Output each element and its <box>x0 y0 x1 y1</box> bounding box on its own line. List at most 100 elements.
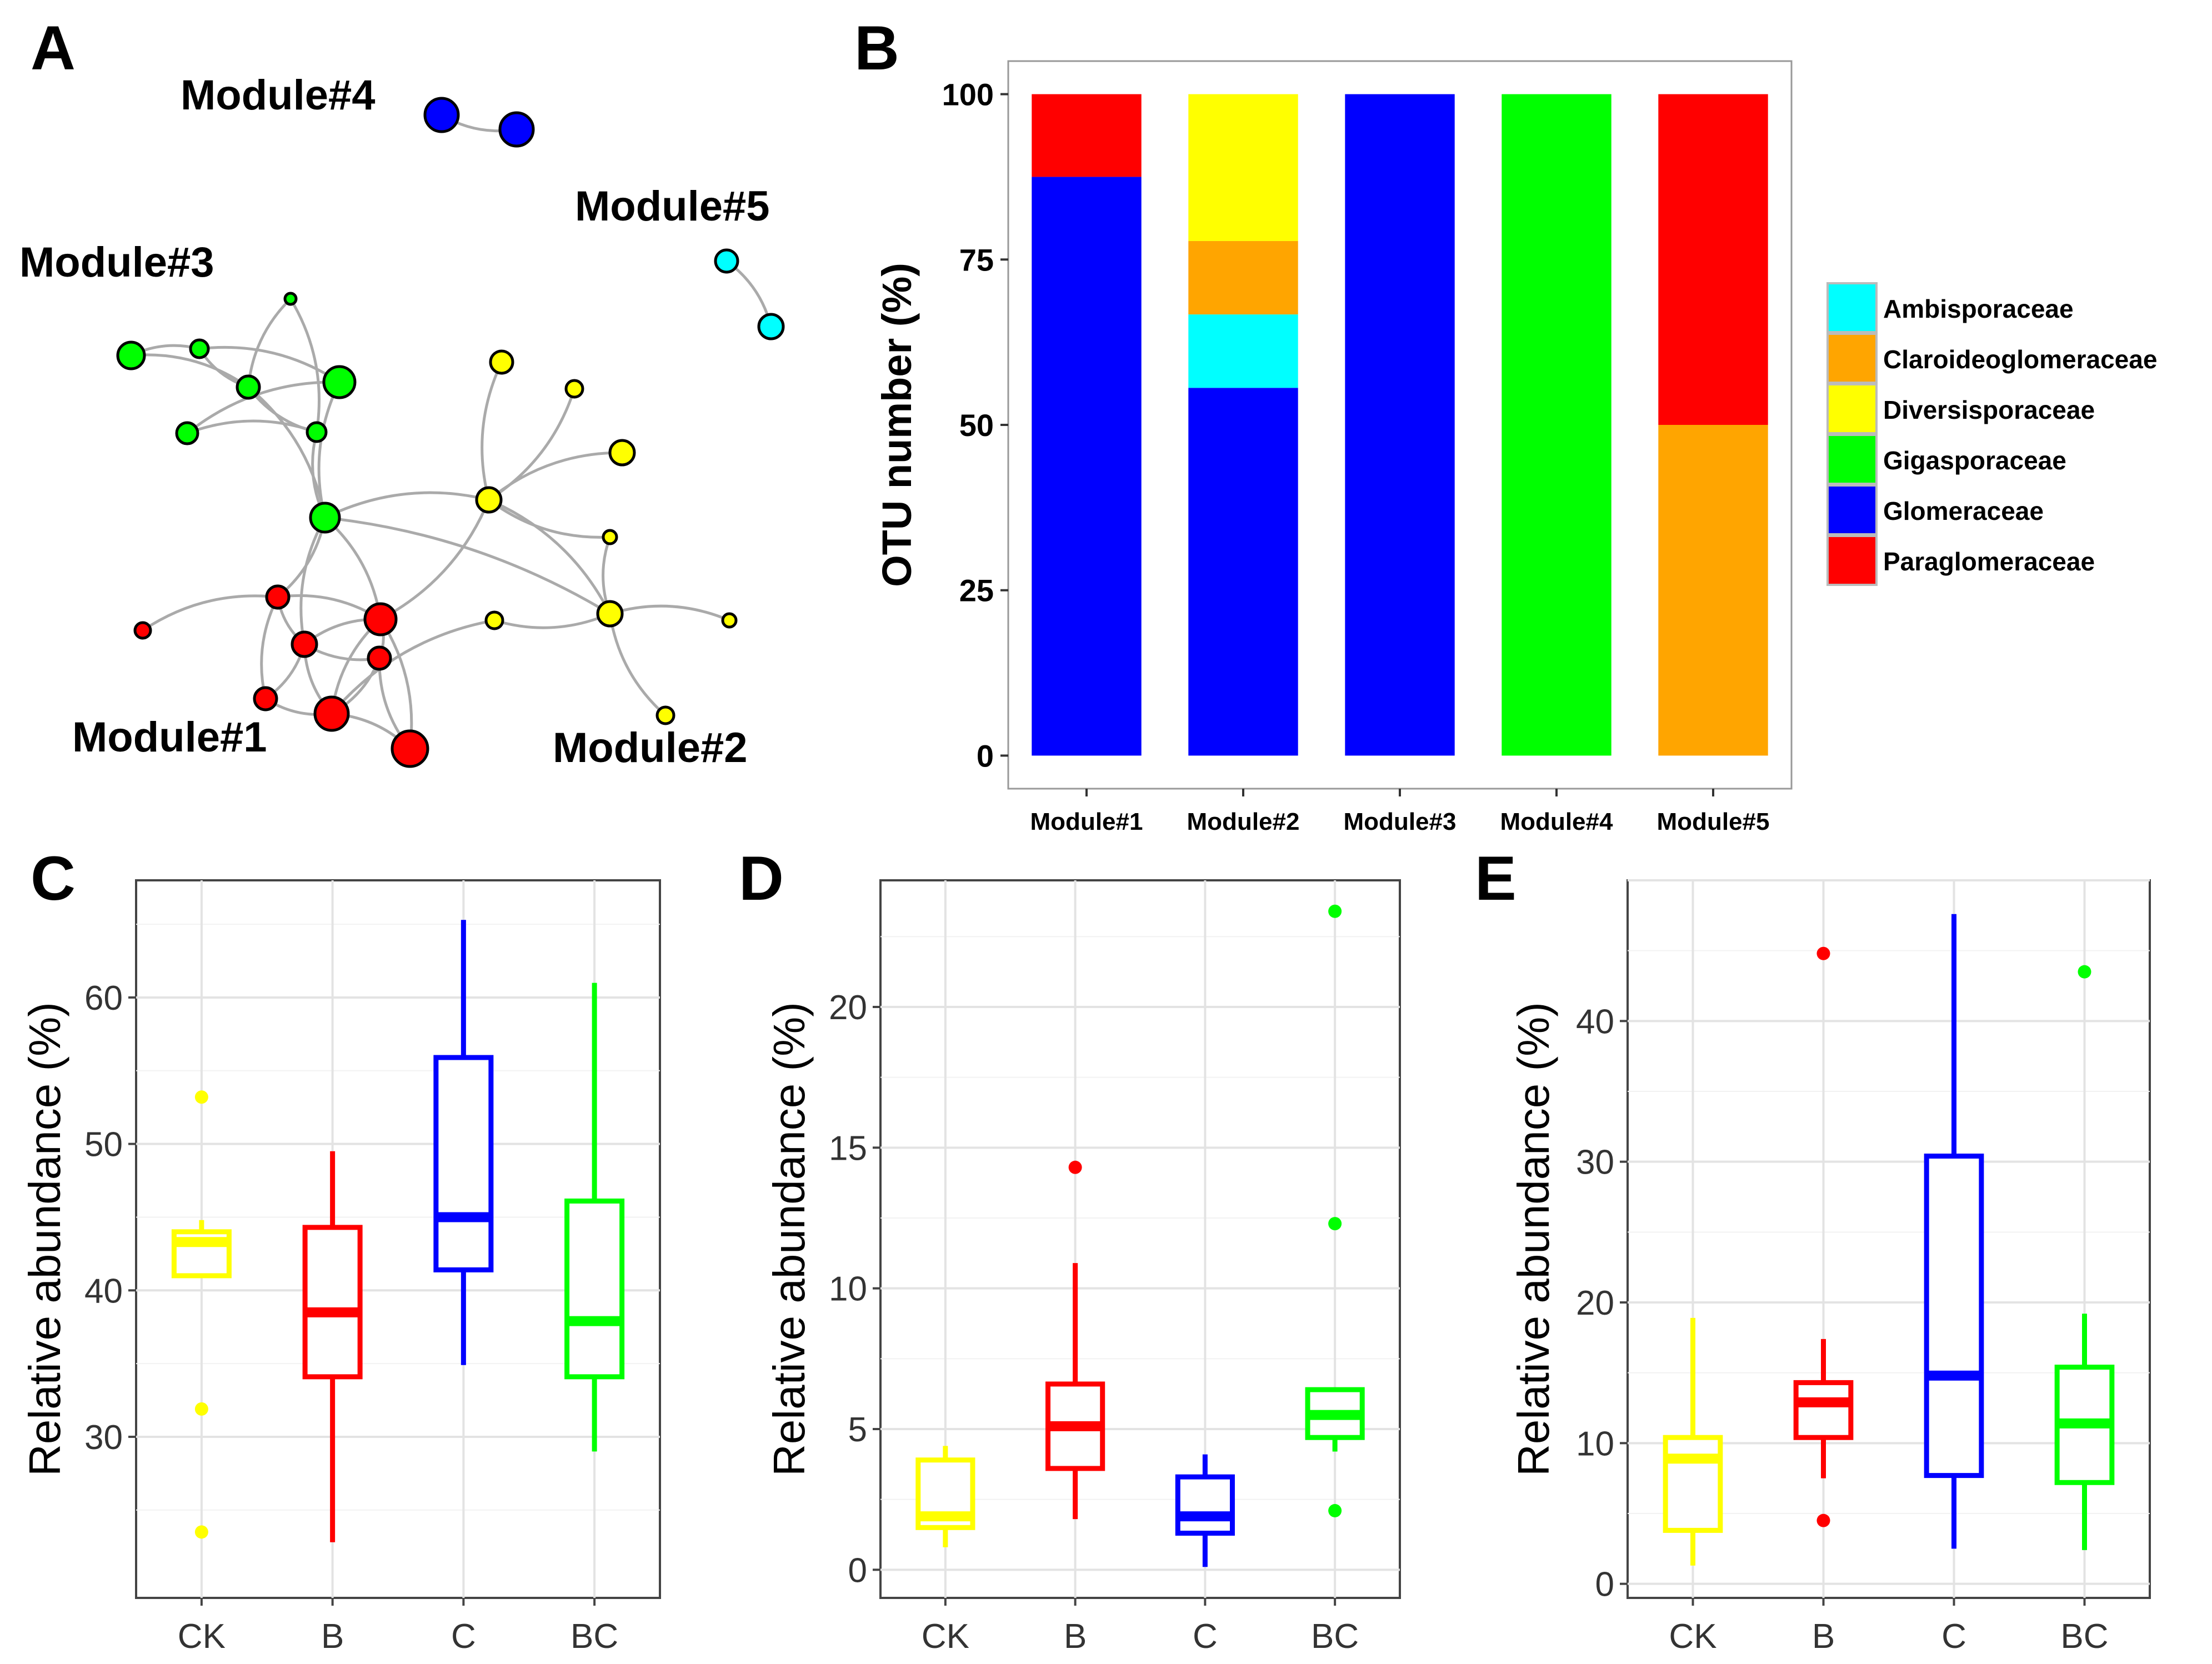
network-node <box>265 584 291 610</box>
network-node <box>313 695 350 732</box>
network-edge <box>331 619 495 715</box>
network-node <box>236 374 261 400</box>
y-axis-label-b: OTU number (%) <box>874 263 920 587</box>
box-body <box>564 1198 625 1380</box>
network-node <box>253 686 278 711</box>
network-node <box>423 97 460 133</box>
network-node <box>291 630 318 658</box>
network-edge <box>247 298 292 388</box>
box-c <box>1924 914 1984 1549</box>
network-node <box>363 602 398 636</box>
y-tick-label: 0 <box>977 738 994 773</box>
x-tick-label: CK <box>922 1617 969 1656</box>
box-b <box>1793 946 1854 1527</box>
y-tick-label: 5 <box>848 1411 867 1449</box>
box-body <box>302 1225 363 1380</box>
module-label-4: Module#4 <box>181 72 376 119</box>
bar-segment <box>1188 388 1298 756</box>
outlier-point <box>194 1402 208 1416</box>
box-ck <box>1663 1317 1723 1566</box>
network-edge <box>324 516 611 615</box>
y-axis-label: Relative abundance (%) <box>20 1002 69 1476</box>
legend-swatch <box>1826 484 1878 535</box>
network-node <box>602 529 618 545</box>
network-edge <box>488 498 612 615</box>
legend-entry: Claroideoglomeraceae <box>1883 345 2157 374</box>
box-b <box>302 1151 363 1542</box>
panel-a-network: A Module#1 Module#2 Module#3 Module#4 Mo… <box>19 13 785 771</box>
y-tick-label: 20 <box>829 989 867 1027</box>
box-b <box>1045 1160 1105 1520</box>
network-node <box>189 338 210 359</box>
network-node <box>596 600 624 628</box>
legend-swatch <box>1826 434 1878 485</box>
network-node <box>283 292 298 306</box>
y-tick-label: 0 <box>848 1551 867 1590</box>
outlier-point <box>1328 1503 1342 1517</box>
x-tick-label: B <box>1812 1617 1835 1656</box>
bar-segment <box>1032 94 1142 177</box>
x-tick-label: BC <box>2060 1617 2108 1656</box>
legend-swatch <box>1826 333 1878 384</box>
network-edge <box>608 613 667 716</box>
network-node <box>306 421 328 443</box>
legend-swatch <box>1826 383 1878 434</box>
x-tick-label: B <box>321 1617 344 1656</box>
x-tick-label: CK <box>1669 1617 1716 1656</box>
bar-segment <box>1658 94 1768 425</box>
network-edge <box>199 345 341 384</box>
x-tick-label: Module#2 <box>1187 808 1300 835</box>
legend-entry: Diversisporaceae <box>1883 395 2095 424</box>
outlier-point <box>1816 1513 1830 1527</box>
y-tick-label: 75 <box>959 242 994 277</box>
network-edge <box>379 499 491 621</box>
network-node <box>757 313 785 340</box>
legend-entry: Gigasporaceae <box>1883 446 2066 475</box>
box-c <box>433 920 494 1365</box>
bar-segment <box>1032 177 1142 756</box>
network-edge <box>142 594 278 632</box>
outlier-point <box>194 1090 208 1104</box>
y-tick-label: 0 <box>1595 1566 1614 1604</box>
y-tick-label: 30 <box>84 1419 123 1457</box>
network-node <box>714 248 739 274</box>
network-node <box>391 729 429 768</box>
y-tick-label: 10 <box>829 1270 867 1309</box>
network-edge <box>131 353 249 389</box>
network-node <box>721 612 738 629</box>
box-body <box>433 1055 494 1272</box>
box-body <box>1175 1474 1235 1536</box>
network-node <box>484 610 504 630</box>
box-body <box>1663 1435 1723 1533</box>
network-nodes <box>116 97 785 768</box>
outlier-point <box>2078 965 2091 979</box>
x-tick-label: C <box>451 1617 476 1656</box>
outlier-point <box>194 1525 208 1539</box>
network-node <box>309 502 341 534</box>
panel-label-a: A <box>31 13 76 83</box>
axes-b: 0 25 50 75 100 Module#1 Module#2 Module#3 Module… <box>942 77 1770 835</box>
network-node <box>608 439 636 467</box>
outlier-point <box>1328 1217 1342 1231</box>
x-tick-label: Module#3 <box>1344 808 1457 835</box>
x-tick-label: C <box>1941 1617 1966 1656</box>
y-tick-label: 30 <box>1576 1144 1614 1182</box>
bar-segment <box>1188 94 1298 241</box>
network-node <box>655 705 675 725</box>
x-tick-label: Module#5 <box>1657 808 1770 835</box>
y-tick-label: 15 <box>829 1129 867 1167</box>
bar-segment <box>1345 94 1455 756</box>
network-node <box>175 421 199 445</box>
x-tick-label: CK <box>178 1617 226 1656</box>
network-node <box>116 340 146 370</box>
network-edge <box>187 419 317 435</box>
box-bc <box>1305 904 1365 1517</box>
network-edge <box>609 604 730 622</box>
panel-label-c: C <box>31 844 76 913</box>
x-tick-label: Module#1 <box>1030 808 1143 835</box>
x-tick-label: B <box>1064 1617 1087 1656</box>
network-node <box>498 111 535 148</box>
